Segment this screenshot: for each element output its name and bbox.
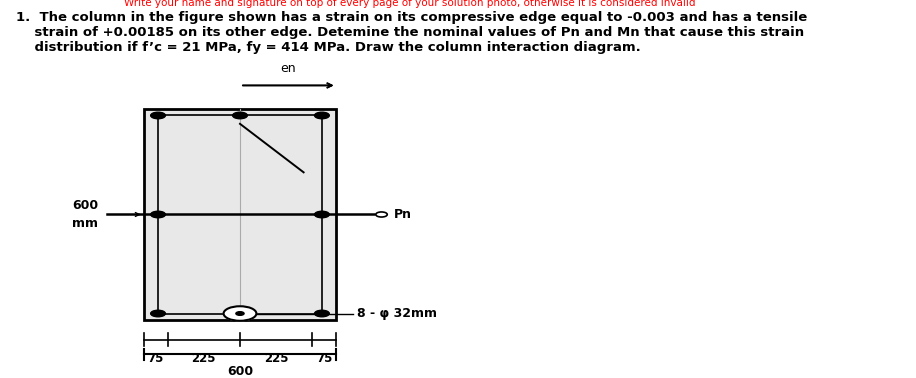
Text: Pn: Pn	[394, 208, 412, 221]
Text: 75: 75	[316, 352, 333, 365]
Text: 600: 600	[227, 366, 253, 378]
Text: Write your name and signature on top of every page of your solution photo, other: Write your name and signature on top of …	[125, 0, 696, 8]
Text: en: en	[280, 62, 296, 74]
Circle shape	[314, 211, 330, 218]
Circle shape	[236, 312, 244, 315]
Text: mm: mm	[72, 217, 98, 230]
Text: 225: 225	[191, 352, 216, 365]
Circle shape	[314, 112, 330, 119]
Text: 8 - φ 32mm: 8 - φ 32mm	[357, 307, 437, 320]
Text: 1.  The column in the figure shown has a strain on its compressive edge equal to: 1. The column in the figure shown has a …	[16, 11, 808, 54]
Circle shape	[150, 211, 166, 218]
Text: 600: 600	[72, 199, 98, 212]
Circle shape	[233, 112, 247, 119]
Text: 225: 225	[264, 352, 289, 365]
Circle shape	[150, 112, 166, 119]
Circle shape	[314, 310, 330, 317]
Text: 75: 75	[147, 352, 164, 365]
Bar	[158, 115, 322, 313]
Circle shape	[224, 306, 256, 321]
Circle shape	[150, 310, 166, 317]
Bar	[144, 109, 336, 320]
Circle shape	[376, 212, 387, 217]
